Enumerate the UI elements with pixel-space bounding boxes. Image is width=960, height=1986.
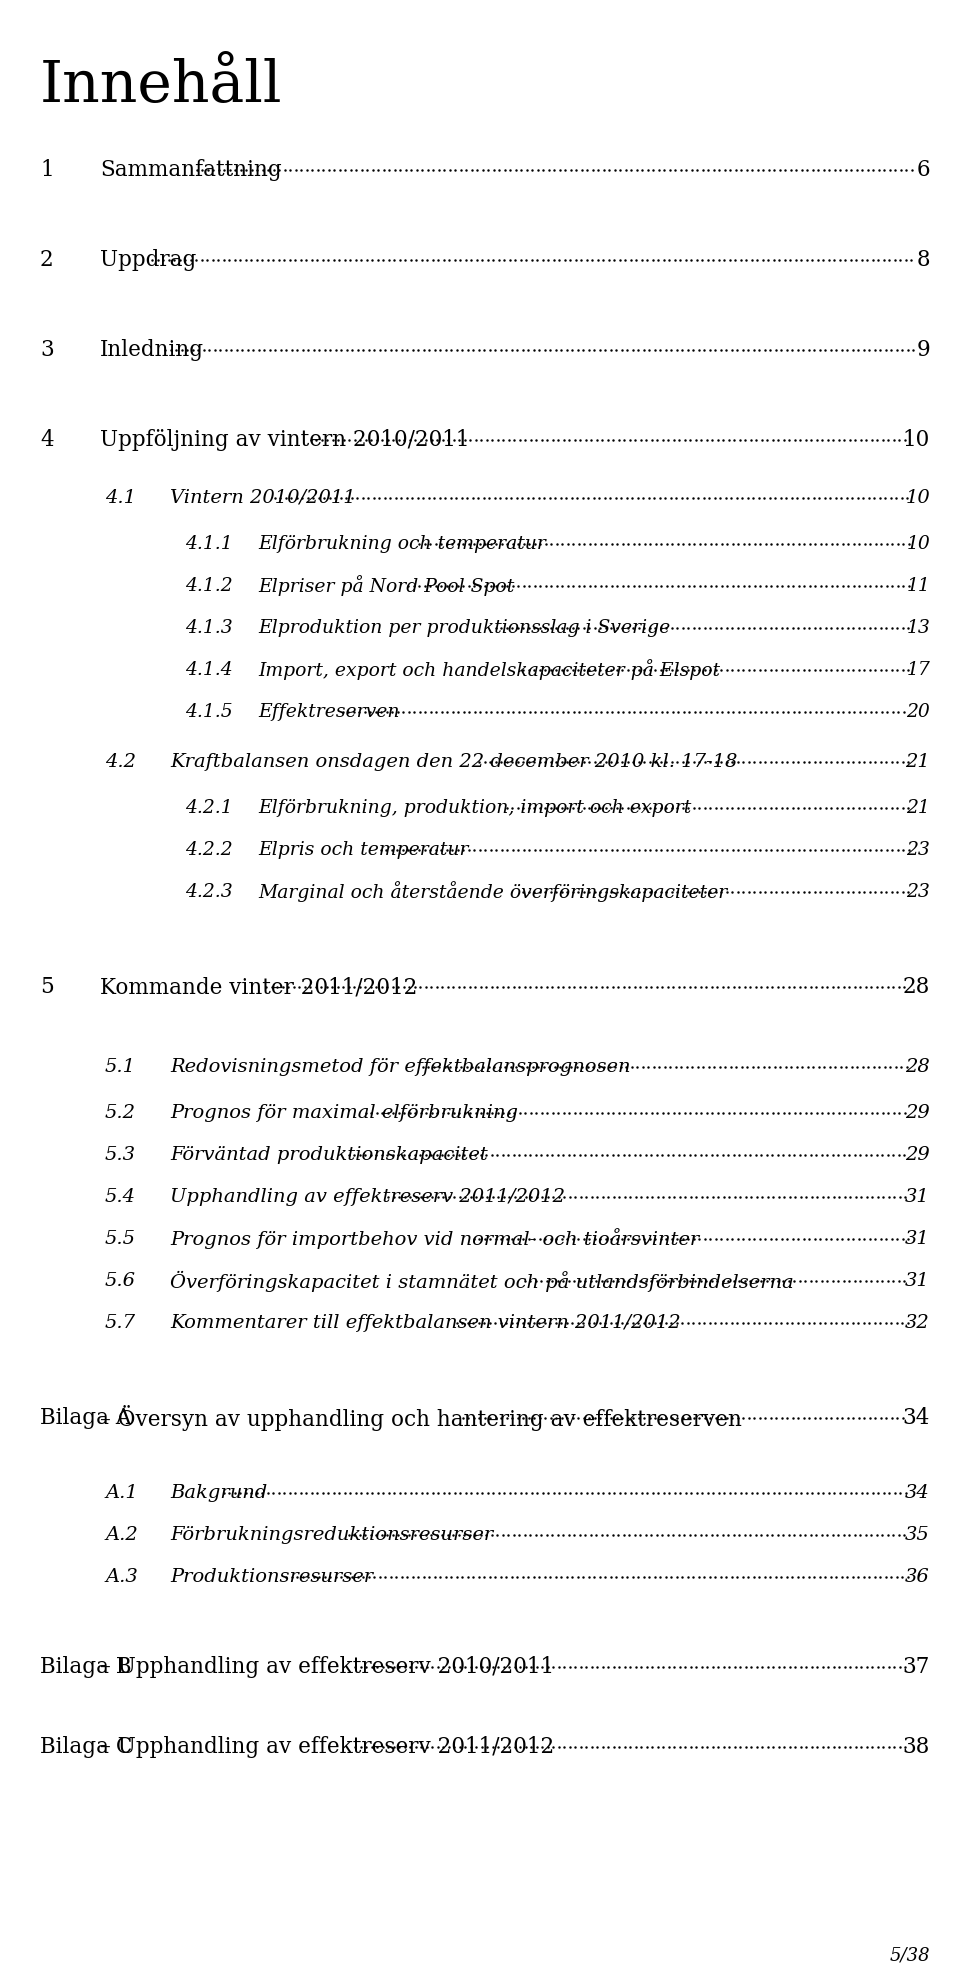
Text: 21: 21	[905, 753, 930, 771]
Text: 23: 23	[906, 884, 930, 902]
Text: Marginal och återstående överföringskapaciteter: Marginal och återstående överföringskapa…	[258, 882, 728, 902]
Text: 28: 28	[905, 1059, 930, 1076]
Text: 6: 6	[917, 159, 930, 181]
Text: 5.1: 5.1	[105, 1059, 136, 1076]
Text: Sammanfattning: Sammanfattning	[100, 159, 281, 181]
Text: 5.5: 5.5	[105, 1229, 136, 1247]
Text: Elförbrukning och temperatur: Elförbrukning och temperatur	[258, 534, 546, 552]
Text: 31: 31	[905, 1229, 930, 1247]
Text: 34: 34	[905, 1484, 930, 1501]
Text: A.1: A.1	[105, 1484, 137, 1501]
Text: 31: 31	[905, 1188, 930, 1206]
Text: Uppföljning av vintern 2010/2011: Uppföljning av vintern 2010/2011	[100, 429, 469, 451]
Text: Elproduktion per produktionsslag i Sverige: Elproduktion per produktionsslag i Sveri…	[258, 620, 670, 638]
Text: Uppdrag: Uppdrag	[100, 248, 197, 270]
Text: Bilaga C: Bilaga C	[40, 1736, 132, 1758]
Text: Elpris och temperatur: Elpris och temperatur	[258, 840, 468, 860]
Text: – Upphandling av effektreserv 2010/2011: – Upphandling av effektreserv 2010/2011	[100, 1656, 554, 1678]
Text: 4.1.3: 4.1.3	[185, 620, 232, 638]
Text: 5.3: 5.3	[105, 1146, 136, 1164]
Text: 5.2: 5.2	[105, 1104, 136, 1122]
Text: Prognos för importbehov vid normal- och tioårsvinter: Prognos för importbehov vid normal- och …	[170, 1229, 699, 1249]
Text: Prognos för maximal elförbrukning: Prognos för maximal elförbrukning	[170, 1104, 518, 1122]
Text: 4: 4	[40, 429, 54, 451]
Text: 5.4: 5.4	[105, 1188, 136, 1206]
Text: 4.1: 4.1	[105, 489, 136, 506]
Text: 29: 29	[905, 1146, 930, 1164]
Text: 17: 17	[906, 661, 930, 679]
Text: A.2: A.2	[105, 1525, 137, 1543]
Text: 5.7: 5.7	[105, 1315, 136, 1333]
Text: Effektreserven: Effektreserven	[258, 703, 399, 721]
Text: Förväntad produktionskapacitet: Förväntad produktionskapacitet	[170, 1146, 488, 1164]
Text: 4.2.1: 4.2.1	[185, 798, 232, 816]
Text: 1: 1	[40, 159, 54, 181]
Text: 2: 2	[40, 248, 54, 270]
Text: Kommentarer till effektbalansen vintern 2011/2012: Kommentarer till effektbalansen vintern …	[170, 1315, 681, 1333]
Text: 4.1.4: 4.1.4	[185, 661, 232, 679]
Text: 4.2.2: 4.2.2	[185, 840, 232, 860]
Text: Innehåll: Innehåll	[40, 58, 282, 113]
Text: Redovisningsmetod för effektbalansprognosen: Redovisningsmetod för effektbalansprogno…	[170, 1059, 631, 1076]
Text: Upphandling av effektreserv 2011/2012: Upphandling av effektreserv 2011/2012	[170, 1188, 565, 1206]
Text: 21: 21	[906, 798, 930, 816]
Text: 4.1.1: 4.1.1	[185, 534, 232, 552]
Text: Inledning: Inledning	[100, 340, 204, 361]
Text: 29: 29	[905, 1104, 930, 1122]
Text: 23: 23	[906, 840, 930, 860]
Text: 4.2: 4.2	[105, 753, 136, 771]
Text: 5/38: 5/38	[889, 1946, 930, 1964]
Text: 13: 13	[906, 620, 930, 638]
Text: Elförbrukning, produktion, import och export: Elförbrukning, produktion, import och ex…	[258, 798, 691, 816]
Text: 28: 28	[902, 975, 930, 999]
Text: 10: 10	[902, 429, 930, 451]
Text: Bakgrund: Bakgrund	[170, 1484, 267, 1501]
Text: 4.1.2: 4.1.2	[185, 578, 232, 596]
Text: A.3: A.3	[105, 1569, 137, 1587]
Text: 34: 34	[902, 1406, 930, 1430]
Text: Förbrukningsreduktionsresurser: Förbrukningsreduktionsresurser	[170, 1525, 493, 1543]
Text: Bilaga B: Bilaga B	[40, 1656, 132, 1678]
Text: 31: 31	[905, 1271, 930, 1291]
Text: 4.2.3: 4.2.3	[185, 884, 232, 902]
Text: Elpriser på Nord Pool Spot: Elpriser på Nord Pool Spot	[258, 576, 515, 596]
Text: 8: 8	[917, 248, 930, 270]
Text: Överföringskapacitet i stamnätet och på utlandsförbindelserna: Överföringskapacitet i stamnätet och på …	[170, 1271, 794, 1291]
Text: 37: 37	[902, 1656, 930, 1678]
Text: 32: 32	[905, 1315, 930, 1333]
Text: 35: 35	[905, 1525, 930, 1543]
Text: 3: 3	[40, 340, 54, 361]
Text: Import, export och handelskapaciteter på Elspot: Import, export och handelskapaciteter på…	[258, 659, 720, 681]
Text: Bilaga A: Bilaga A	[40, 1406, 132, 1430]
Text: Produktionsresurser: Produktionsresurser	[170, 1569, 373, 1587]
Text: 5.6: 5.6	[105, 1271, 136, 1291]
Text: – Översyn av upphandling och hantering av effektreserven: – Översyn av upphandling och hantering a…	[100, 1404, 742, 1432]
Text: Vintern 2010/2011: Vintern 2010/2011	[170, 489, 355, 506]
Text: Kommande vinter 2011/2012: Kommande vinter 2011/2012	[100, 975, 418, 999]
Text: 4.1.5: 4.1.5	[185, 703, 232, 721]
Text: 5: 5	[40, 975, 54, 999]
Text: 10: 10	[905, 489, 930, 506]
Text: 9: 9	[916, 340, 930, 361]
Text: 38: 38	[902, 1736, 930, 1758]
Text: Kraftbalansen onsdagen den 22 december 2010 kl. 17-18: Kraftbalansen onsdagen den 22 december 2…	[170, 753, 737, 771]
Text: – Upphandling av effektreserv 2011/2012: – Upphandling av effektreserv 2011/2012	[100, 1736, 554, 1758]
Text: 20: 20	[906, 703, 930, 721]
Text: 11: 11	[906, 578, 930, 596]
Text: 10: 10	[906, 534, 930, 552]
Text: 36: 36	[905, 1569, 930, 1587]
